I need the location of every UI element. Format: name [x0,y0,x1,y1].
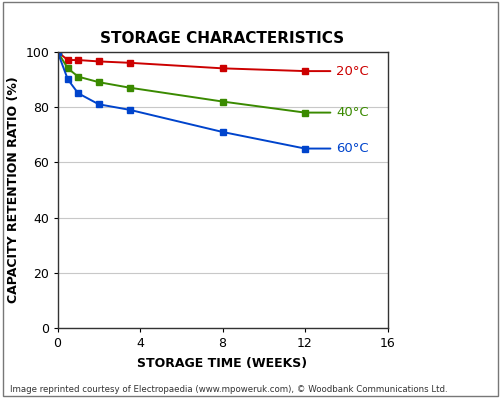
Text: 20°C: 20°C [308,64,368,78]
Text: 40°C: 40°C [308,106,368,119]
Title: STORAGE CHARACTERISTICS: STORAGE CHARACTERISTICS [100,31,344,47]
X-axis label: STORAGE TIME (WEEKS): STORAGE TIME (WEEKS) [138,357,308,370]
Text: Image reprinted courtesy of Electropaedia (www.mpoweruk.com), © Woodbank Communi: Image reprinted courtesy of Electropaedi… [10,385,448,394]
Y-axis label: CAPACITY RETENTION RATIO (%): CAPACITY RETENTION RATIO (%) [6,77,20,303]
Text: 60°C: 60°C [308,142,368,155]
